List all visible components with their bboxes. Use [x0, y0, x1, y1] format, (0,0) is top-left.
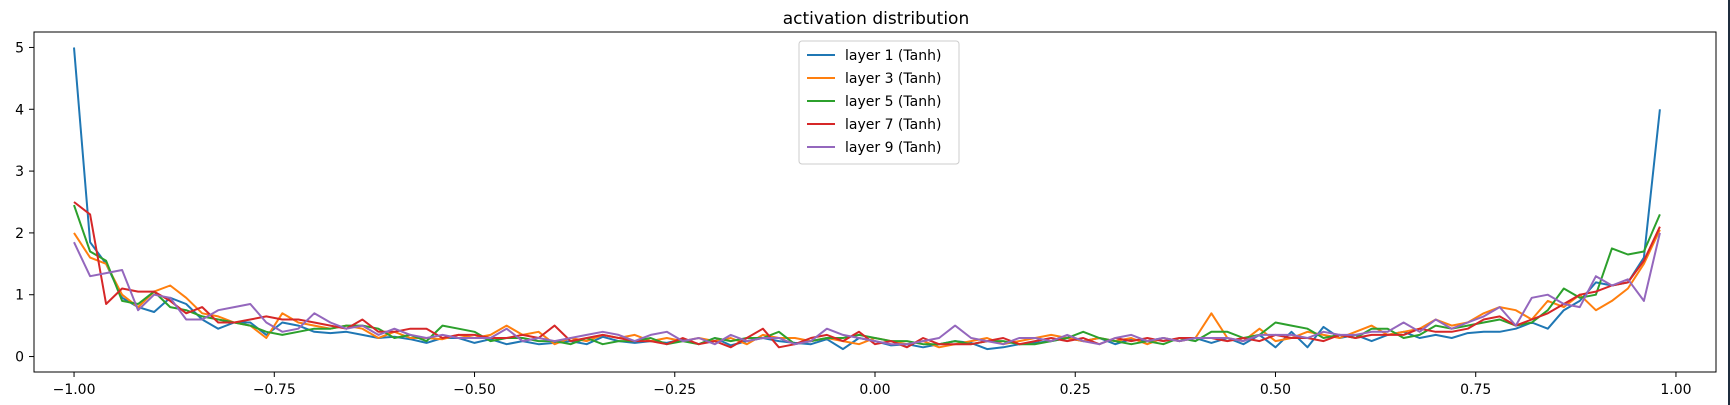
legend-label: layer 3 (Tanh) [845, 71, 941, 87]
y-tick-label: 3 [15, 164, 24, 180]
x-tick-label: 0.00 [859, 382, 890, 398]
y-tick-label: 1 [15, 288, 24, 304]
legend-label: layer 5 (Tanh) [845, 94, 941, 110]
x-tick-label: 0.75 [1460, 382, 1491, 398]
x-tick-label: 0.50 [1260, 382, 1291, 398]
x-tick-label: −0.25 [653, 382, 696, 398]
series-line-5 [73, 232, 1661, 346]
legend-label: layer 9 (Tanh) [845, 140, 941, 156]
legend-box [798, 40, 960, 165]
y-tick-label: 5 [15, 40, 24, 56]
x-tick-label: 0.25 [1060, 382, 1091, 398]
plot-area [73, 47, 1661, 351]
y-tick-label: 0 [15, 350, 24, 366]
legend: layer 1 (Tanh) layer 3 (Tanh) layer 5 (Tan… [798, 40, 960, 165]
series-line-3 [73, 204, 1661, 346]
x-tick-label: 1.00 [1660, 382, 1691, 398]
x-tick-label: −1.00 [53, 382, 96, 398]
chart-title: activation distribution [783, 9, 969, 29]
y-tick-label: 4 [15, 102, 24, 118]
x-tick-label: −0.75 [253, 382, 296, 398]
axis-ticks: −1.00 −0.75 −0.50 −0.25 0.00 0.25 0.50 0.75 1.00… [15, 40, 1691, 398]
legend-label: layer 7 (Tanh) [845, 117, 941, 133]
legend-label: layer 1 (Tanh) [845, 48, 941, 64]
x-tick-label: −0.50 [453, 382, 496, 398]
y-tick-label: 2 [15, 226, 24, 242]
series-line-4 [73, 201, 1661, 349]
